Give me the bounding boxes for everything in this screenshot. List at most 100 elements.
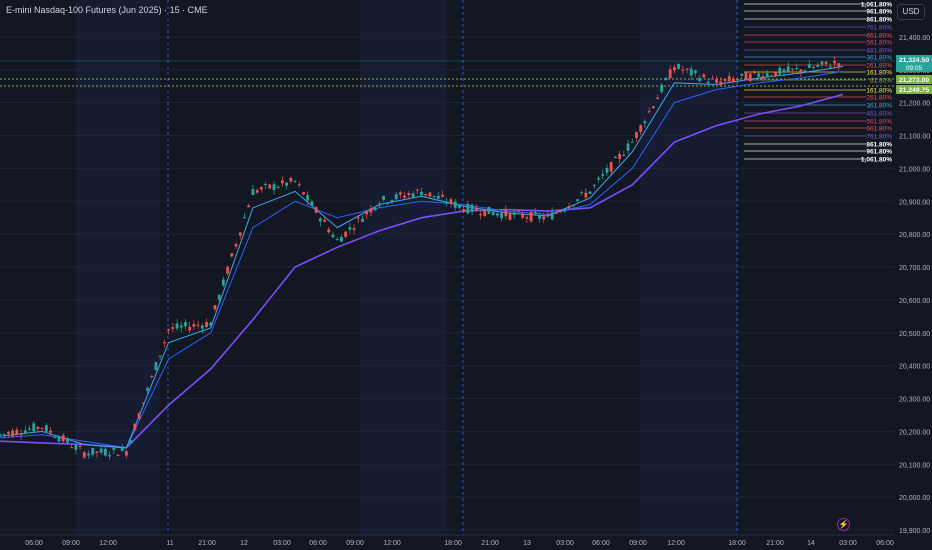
fib-level-label: 261.80%	[866, 63, 892, 70]
candle-body	[340, 236, 343, 242]
candle-body	[702, 74, 706, 78]
candle-body	[795, 68, 799, 70]
candle-body	[559, 211, 562, 213]
candle-body	[677, 63, 681, 69]
candle-body	[748, 73, 752, 82]
candle-body	[664, 77, 668, 81]
fib-level-label: 961.80%	[866, 149, 892, 156]
candle-body	[399, 192, 402, 195]
symbol-title[interactable]: E-mini Nasdaq-100 Futures (Jun 2025) · 1…	[6, 5, 208, 15]
candle-body	[103, 449, 107, 456]
level-b-tag-bg	[896, 85, 932, 94]
price-tick-label: 20,400.00	[899, 364, 930, 371]
candle-body	[715, 79, 718, 83]
candle-body	[491, 211, 495, 216]
candlesticks	[0, 56, 841, 460]
candle-body	[78, 445, 82, 447]
candle-body	[158, 355, 162, 357]
candle-body	[327, 229, 331, 233]
candle-body	[167, 329, 170, 331]
price-tick-label: 19,900.00	[899, 528, 930, 535]
time-tick-label: 09:00	[629, 540, 647, 547]
candle-body	[302, 192, 305, 195]
level-b-tag-text: 21,249.75	[899, 87, 929, 94]
candle-body	[133, 423, 137, 431]
candle-body	[310, 201, 314, 206]
candle-body	[630, 141, 634, 143]
candle-body	[778, 67, 782, 75]
candle-body	[95, 451, 99, 453]
candle-body	[352, 228, 356, 230]
candle-body	[137, 413, 141, 419]
candle-body	[390, 199, 394, 203]
fib-level-label: 861.80%	[866, 142, 892, 149]
candle-body	[356, 217, 360, 219]
candle-body	[512, 212, 516, 216]
candle-body	[150, 375, 154, 377]
candle-body	[584, 192, 588, 198]
candle-body	[567, 206, 571, 209]
candle-body	[234, 244, 238, 247]
candle-body	[221, 279, 225, 286]
last-price-tag-text: 21,324.50	[899, 57, 929, 64]
candle-body	[706, 81, 710, 84]
time-tick-label: 21:00	[766, 540, 784, 547]
candle-body	[837, 63, 841, 67]
candle-body	[651, 106, 655, 108]
candle-body	[386, 202, 390, 204]
lightning-icon[interactable]: ⚡	[837, 518, 850, 531]
candle-body	[420, 191, 423, 196]
fib-level-label: 761.80%	[866, 25, 892, 32]
candle-body	[453, 201, 457, 208]
candle-body	[723, 79, 727, 81]
candle-body	[87, 453, 90, 456]
candle-body	[517, 210, 520, 212]
candle-body	[297, 184, 301, 186]
candle-body	[407, 193, 411, 196]
candle-body	[757, 73, 761, 77]
candle-body	[546, 214, 550, 216]
time-tick-label: 12	[240, 540, 248, 547]
price-tick-label: 20,800.00	[899, 232, 930, 239]
candle-body	[70, 447, 74, 449]
currency-button[interactable]: USD	[897, 4, 925, 20]
price-tick-label: 20,600.00	[899, 298, 930, 305]
candle-body	[441, 195, 444, 197]
fib-level-label: 461.80%	[866, 111, 892, 118]
candle-body	[318, 218, 322, 222]
fib-level-label: 361.80%	[866, 103, 892, 110]
candle-body	[91, 447, 95, 455]
candle-body	[681, 69, 685, 71]
candle-body	[200, 325, 204, 329]
candle-body	[382, 195, 385, 200]
candle-body	[470, 204, 474, 212]
candle-body	[40, 427, 44, 429]
candle-body	[803, 70, 807, 72]
candle-body	[601, 174, 605, 176]
candle-body	[609, 162, 613, 172]
candle-body	[639, 125, 643, 132]
candle-body	[740, 73, 744, 76]
fib-level-label: 861.80%	[866, 17, 892, 24]
candle-body	[146, 387, 149, 391]
candle-body	[394, 194, 398, 200]
candle-body	[66, 438, 69, 443]
candle-body	[774, 71, 777, 77]
candle-body	[344, 231, 348, 237]
time-tick-label: 18:00	[728, 540, 746, 547]
candle-body	[576, 199, 579, 201]
candle-body	[99, 448, 103, 453]
candle-body	[495, 213, 499, 216]
candle-body	[23, 430, 27, 434]
candle-body	[647, 111, 651, 113]
candle-body	[744, 72, 748, 81]
candle-body	[217, 295, 221, 300]
grid-lines	[0, 36, 894, 531]
candle-body	[19, 433, 23, 435]
time-tick-label: 06:00	[876, 540, 894, 547]
candle-body	[533, 211, 537, 214]
price-tick-label: 21,200.00	[899, 101, 930, 108]
candle-body	[268, 184, 272, 189]
